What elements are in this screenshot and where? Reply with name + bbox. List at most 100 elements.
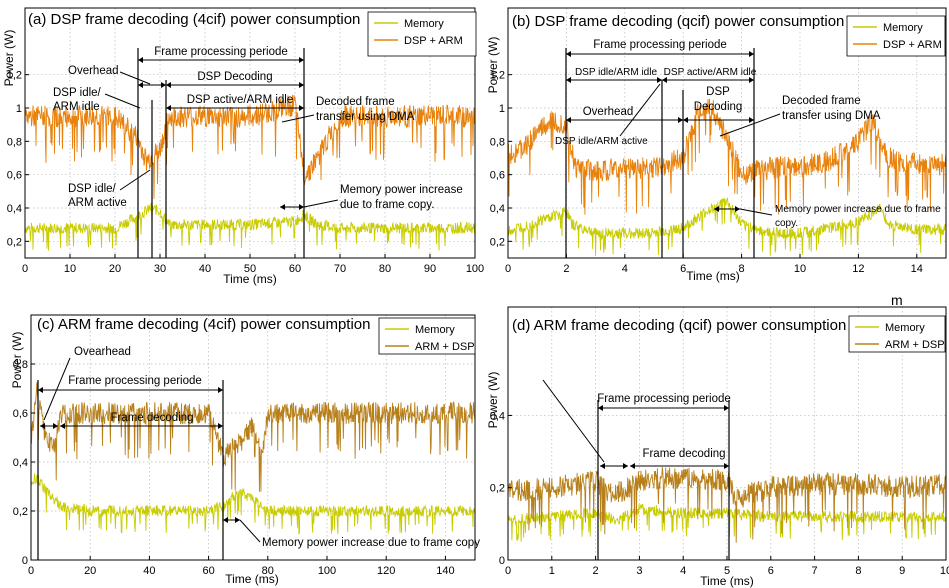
- plot-frame: [507, 7, 947, 259]
- y-tick-label: 1: [16, 103, 22, 115]
- x-tick-label: 9: [899, 565, 905, 577]
- x-tick-label: 40: [143, 565, 155, 577]
- y-tick-label: 0,8: [7, 136, 22, 148]
- series-line-arm-dsp: [507, 467, 947, 543]
- x-tick-label: 40: [199, 263, 211, 275]
- x-tick-label: 12: [852, 263, 864, 275]
- arrowhead: [724, 405, 729, 411]
- annotation-overhead: Overhead: [68, 65, 119, 77]
- chart-title: (c) ARM frame decoding (4cif) power cons…: [37, 316, 370, 333]
- x-axis-label: Time (ms): [686, 269, 740, 283]
- y-tick-label: 0,2: [13, 506, 28, 518]
- arrowhead: [598, 405, 603, 411]
- x-tick-label: 5: [724, 565, 730, 577]
- x-tick-label: 120: [377, 565, 395, 577]
- y-axis-label: Power (W): [2, 30, 16, 87]
- annotation-memory-increase: Memory power increase due to frame: [775, 204, 941, 215]
- y-tick-label: 0: [22, 555, 28, 567]
- panel-a: 0 10 20 30 40 50 60 70 80 90 100 0,2 0,4 0,6 0,8 1 1,2 (a…: [2, 7, 484, 286]
- leader-line: [739, 208, 773, 216]
- annotation-overhead: Overhead: [583, 106, 634, 118]
- annotation-dsp-active-arm-idle: DSP active/ARM idle: [187, 94, 294, 106]
- legend-label: DSP + ARM: [404, 35, 463, 47]
- arrowhead: [280, 204, 285, 210]
- arrowhead: [724, 463, 729, 469]
- legend-label: Memory: [883, 22, 923, 34]
- y-axis-label: Power (W): [486, 372, 500, 429]
- y-tick-label: 0,4: [490, 410, 505, 422]
- arrowhead: [218, 387, 223, 393]
- arrowhead: [714, 206, 719, 212]
- annotations-a: Frame processing periode Overhead DSP Deco…: [53, 46, 463, 258]
- annotations-b: Frame processing periode DSP idle/ARM idl…: [555, 39, 941, 258]
- annotation-overhead: Ovearhead: [74, 346, 131, 358]
- y-tick-label: 1,2: [7, 70, 22, 82]
- y-tick-label: 0,6: [490, 170, 505, 182]
- y-tick-label: 0: [499, 555, 505, 567]
- legend-label: DSP + ARM: [883, 39, 942, 51]
- x-tick-label: 1: [549, 565, 555, 577]
- leader-line: [719, 113, 781, 137]
- x-tick-label: 4: [680, 565, 686, 577]
- arrowhead: [749, 51, 754, 57]
- annotation-decoded-frame: Decoded frame: [316, 96, 395, 108]
- x-tick-label: 6: [680, 263, 686, 275]
- x-axis-label: Time (ms): [225, 572, 279, 586]
- y-axis-label: Power (W): [486, 37, 500, 94]
- y-tick-label: 0,8: [490, 136, 505, 148]
- x-tick-label: 10: [64, 263, 76, 275]
- x-tick-label: 8: [739, 263, 745, 275]
- annotation-dsp-idle-arm-idle: DSP idle/ARM idle: [575, 67, 658, 78]
- legend-label: ARM + DSP: [415, 341, 475, 353]
- arrowhead: [749, 77, 754, 83]
- annotation-dsp-decoding: DSP Decoding: [197, 71, 272, 83]
- arrowhead: [235, 517, 240, 523]
- leader-line: [281, 114, 315, 123]
- annotation-dsp-idle-arm-active: DSP idle/ARM active: [555, 136, 648, 147]
- legend-label: Memory: [885, 322, 925, 334]
- y-tick-label: 1: [499, 103, 505, 115]
- y-axis-label: Power (W): [10, 332, 24, 389]
- x-tick-label: 2: [593, 565, 599, 577]
- arrowhead: [166, 105, 171, 111]
- arrowhead: [138, 82, 143, 88]
- annotation-decoded-frame-line2: transfer using DMA: [782, 110, 881, 122]
- leader-line: [303, 199, 339, 208]
- annotation-frame-processing: Frame processing periode: [68, 375, 202, 387]
- stray-mark: m: [891, 292, 903, 308]
- x-tick-label: 100: [318, 565, 336, 577]
- arrowhead: [630, 463, 635, 469]
- arrowhead: [566, 77, 571, 83]
- y-tick-label: 0,2: [490, 236, 505, 248]
- arrowhead: [161, 82, 166, 88]
- y-tick-label: 1,2: [490, 70, 505, 82]
- annotation-memory-increase: Memory power increase: [340, 184, 463, 196]
- y-tick-label: 0,8: [13, 359, 28, 371]
- x-tick-label: 2: [563, 263, 569, 275]
- y-tick-label: 0,2: [490, 483, 505, 495]
- annotation-dsp-decoding-line2: Decoding: [694, 101, 743, 113]
- annotations-d: Frame processing periode Frame decoding: [542, 379, 731, 560]
- arrowhead: [40, 423, 45, 429]
- annotation-dsp-idle-arm-idle-line2: ARM idle: [53, 101, 100, 113]
- y-tick-label: 0,2: [7, 236, 22, 248]
- x-tick-label: 140: [436, 565, 454, 577]
- series-line-memory: [30, 473, 476, 535]
- arrowhead: [38, 387, 43, 393]
- leader-line: [619, 83, 661, 137]
- x-tick-label: 0: [22, 263, 28, 275]
- annotation-frame-processing: Frame processing periode: [597, 393, 731, 405]
- x-tick-label: 60: [289, 263, 301, 275]
- leader-line: [542, 379, 605, 463]
- series-line-dsp-arm: [24, 94, 476, 199]
- annotation-frame-processing: Frame processing periode: [593, 39, 727, 51]
- x-tick-label: 90: [424, 263, 436, 275]
- x-axis-label: Time (ms): [223, 272, 277, 286]
- leader-line: [239, 519, 261, 543]
- x-tick-label: 20: [109, 263, 121, 275]
- plot-frame: [30, 314, 476, 561]
- leader-line: [119, 71, 151, 85]
- legend-label: Memory: [415, 324, 455, 336]
- annotation-dsp-idle-arm-active: DSP idle/: [68, 183, 117, 195]
